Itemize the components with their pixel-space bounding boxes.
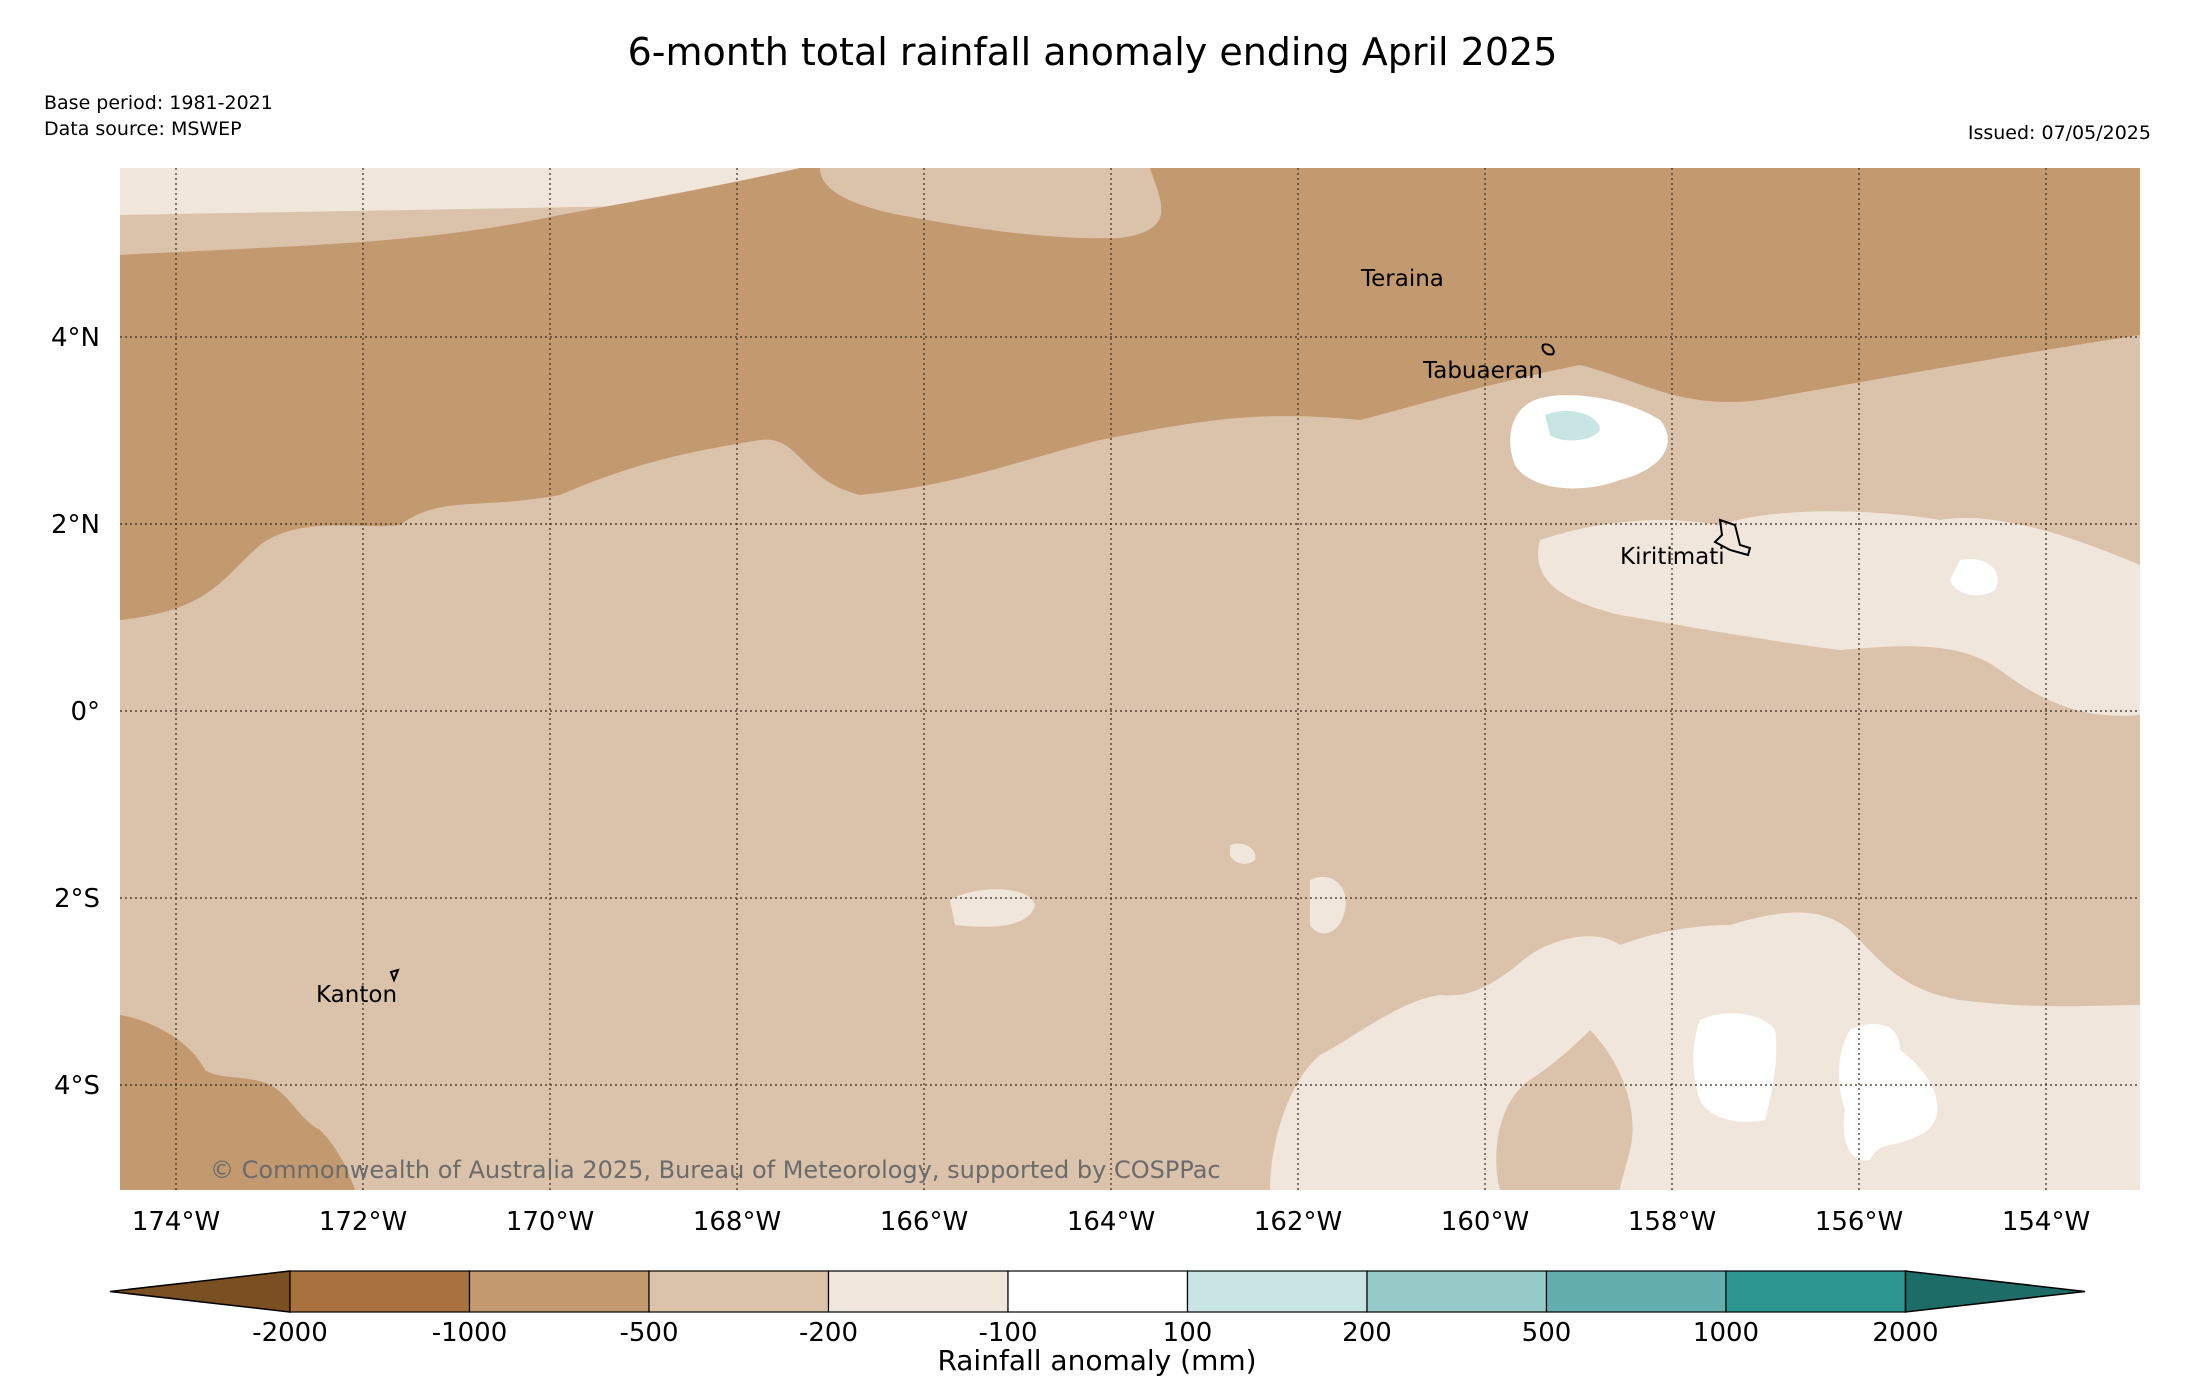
- lon-tick-label: 154°W: [2002, 1207, 2090, 1237]
- lon-tick-label: 170°W: [506, 1207, 594, 1237]
- colorbar-bin: [289, 1270, 471, 1313]
- place-label: Teraina: [1360, 266, 1444, 292]
- place-label: Tabuaeran: [1422, 358, 1543, 384]
- colorbar-bin: [1007, 1270, 1189, 1313]
- lon-tick-label: 158°W: [1628, 1207, 1716, 1237]
- colorbar-tick-label: -500: [619, 1318, 678, 1348]
- colorbar-bin: [1366, 1270, 1548, 1313]
- colorbar-extend-low: [109, 1270, 291, 1313]
- lon-tick-label: 162°W: [1254, 1207, 1342, 1237]
- lon-tick-label: 160°W: [1441, 1207, 1529, 1237]
- colorbar-extend-high: [1904, 1270, 2086, 1313]
- data-source: Data source: MSWEP: [44, 118, 242, 140]
- anomaly-region: [1496, 1030, 1633, 1190]
- graticule: [120, 168, 2140, 1190]
- colorbar-bin: [1545, 1270, 1727, 1313]
- latitude-ticks: 4°N 2°N 0° 2°S 4°S: [51, 323, 100, 1101]
- anomaly-region: [1310, 876, 1346, 934]
- island-outline: [1713, 518, 1752, 557]
- colorbar-tick-label: 500: [1522, 1318, 1572, 1348]
- colorbar-tick-label: 2000: [1872, 1318, 1938, 1348]
- anomaly-region: [1693, 1013, 1777, 1122]
- copyright-notice: © Commonwealth of Australia 2025, Bureau…: [210, 1156, 1221, 1184]
- lat-tick-label: 4°S: [54, 1071, 100, 1101]
- place-label: Kanton: [316, 982, 397, 1008]
- colorbar-tick-label: -200: [799, 1318, 858, 1348]
- lon-tick-label: 156°W: [1815, 1207, 1903, 1237]
- anomaly-region: [1230, 843, 1256, 864]
- colorbar-title: Rainfall anomaly (mm): [937, 1344, 1256, 1377]
- colorbar-bin: [827, 1270, 1009, 1313]
- colorbar-bin: [468, 1270, 650, 1313]
- anomaly-region: [120, 1015, 355, 1190]
- colorbar-bin: [1186, 1270, 1368, 1313]
- issued-date: Issued: 07/05/2025: [1967, 122, 2151, 144]
- colorbar-tick-label: 200: [1342, 1318, 1392, 1348]
- lat-tick-label: 4°N: [51, 323, 100, 353]
- lat-tick-label: 0°: [70, 697, 100, 727]
- colorbar-tick-label: 100: [1163, 1318, 1213, 1348]
- colorbar-tick-label: -2000: [252, 1318, 328, 1348]
- place-label: Kiritimati: [1620, 544, 1725, 570]
- lat-tick-label: 2°S: [54, 884, 100, 914]
- anomaly-region: [1838, 1024, 1938, 1161]
- lon-tick-label: 172°W: [319, 1207, 407, 1237]
- lon-tick-label: 174°W: [132, 1207, 220, 1237]
- longitude-ticks: 174°W 172°W 170°W 168°W 166°W 164°W 162°W 160°W…: [132, 1207, 2090, 1237]
- meta-info: Base period: 1981-2021 Data source: MSWE…: [44, 90, 273, 142]
- anomaly-region: [1950, 559, 1998, 596]
- base-period: Base period: 1981-2021: [44, 92, 273, 114]
- island-outline: [1541, 343, 1555, 356]
- anomaly-region: [950, 889, 1035, 927]
- colorbar-bin: [648, 1270, 830, 1313]
- anomaly-region: [120, 168, 2140, 620]
- colorbar-tick-label: -1000: [432, 1318, 508, 1348]
- anomaly-region: [1538, 511, 2140, 716]
- colorbar-tick-label: -100: [978, 1318, 1037, 1348]
- colorbar-bin: [1725, 1270, 1907, 1313]
- lat-tick-label: 2°N: [51, 510, 100, 540]
- lon-tick-label: 164°W: [1067, 1207, 1155, 1237]
- map-title: 6-month total rainfall anomaly ending Ap…: [627, 30, 1558, 74]
- anomaly-region: [1545, 410, 1600, 441]
- anomaly-field: [120, 168, 2140, 1190]
- colorbar: -2000 -1000 -500 -200 -100 100 200 500 1000 2000: [109, 1270, 2086, 1348]
- lon-tick-label: 168°W: [693, 1207, 781, 1237]
- lon-tick-label: 166°W: [880, 1207, 968, 1237]
- island-outline: [389, 968, 400, 983]
- colorbar-tick-label: 1000: [1693, 1318, 1759, 1348]
- anomaly-region: [820, 168, 1162, 239]
